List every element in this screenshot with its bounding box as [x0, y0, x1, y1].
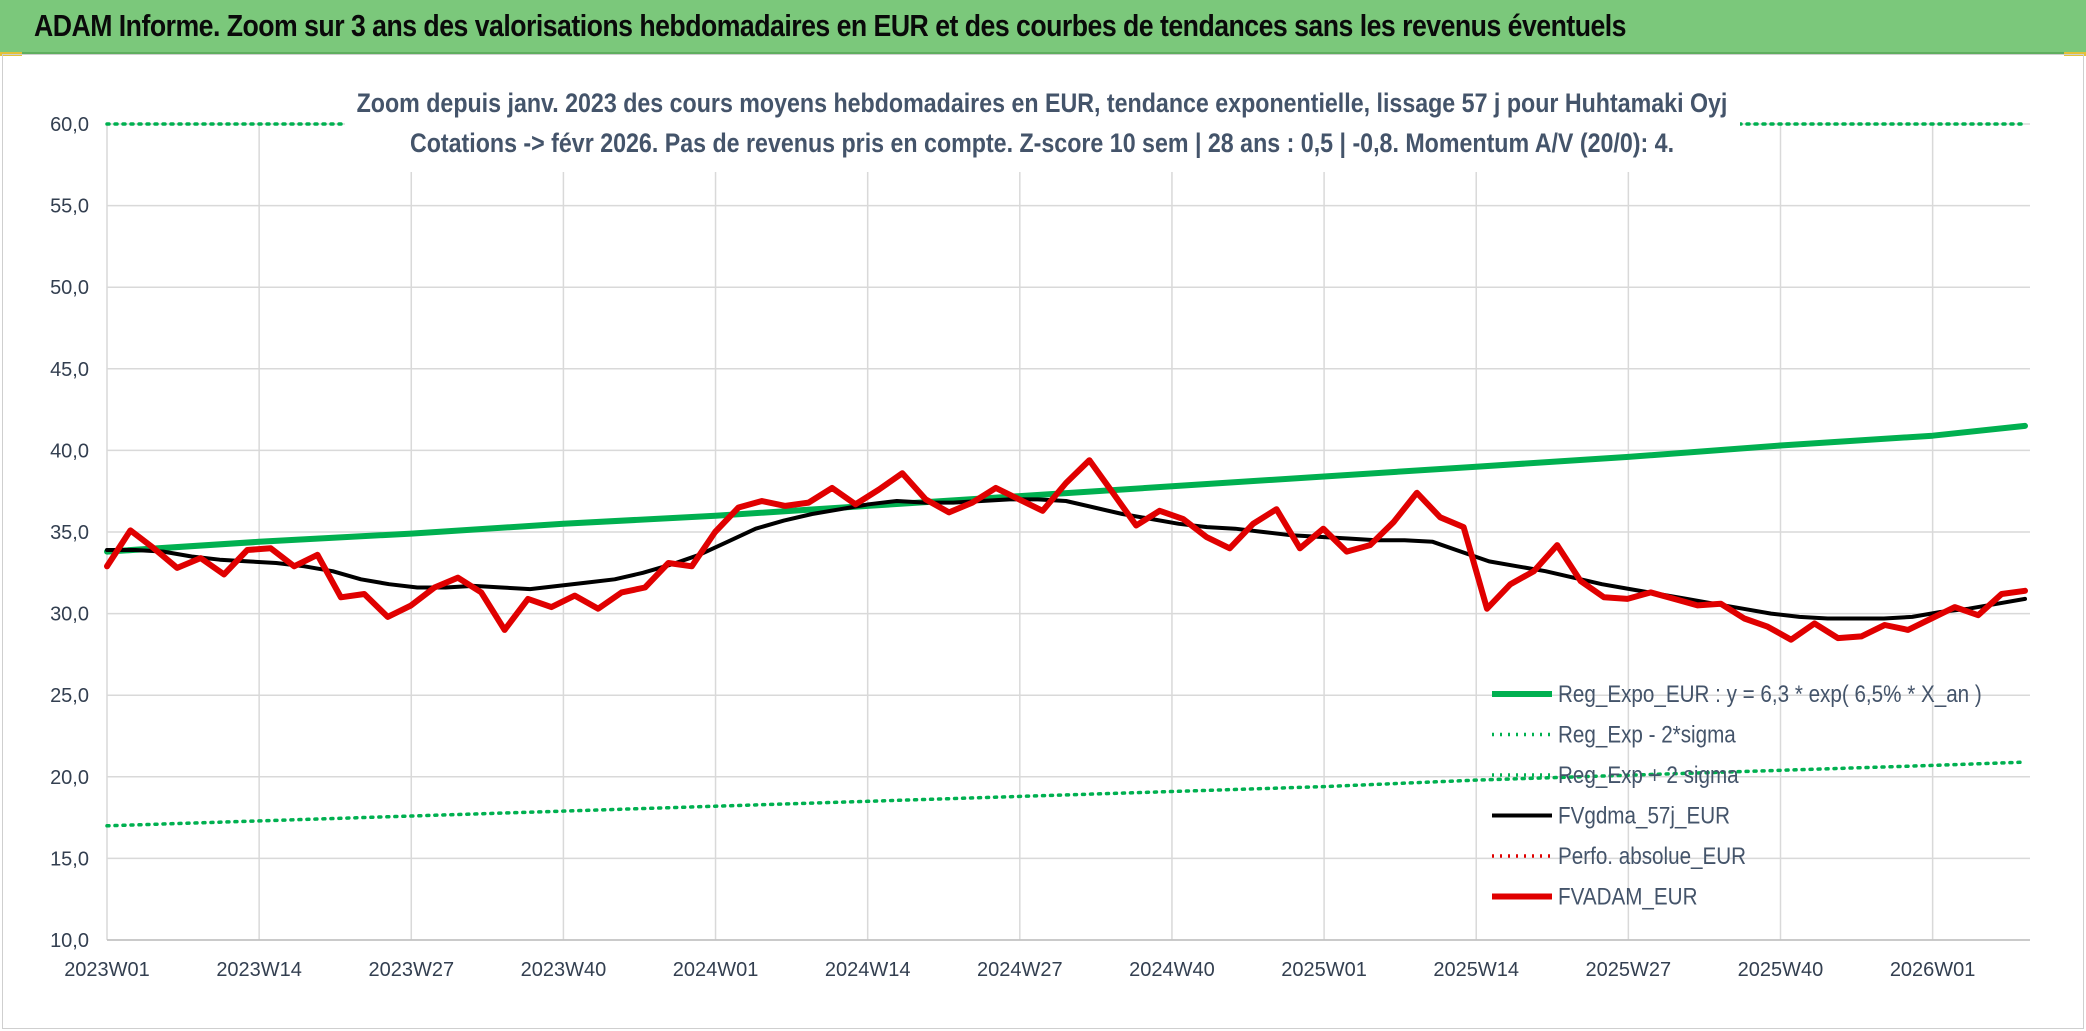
chart-subtitle: Cotations -> févr 2026. Pas de revenus p… [410, 128, 1674, 158]
x-tick-label: 2025W27 [1586, 959, 1672, 981]
y-tick-label: 10,0 [50, 930, 89, 952]
axes: 10,0 15,0 20,0 25,0 30,0 35,0 40,0 45,0 50,0 55,0… [50, 114, 2030, 981]
legend-label: Reg_Exp + 2 sigma [1558, 762, 1739, 789]
x-tick-label: 2024W27 [977, 959, 1063, 981]
legend-label: FVADAM_EUR [1558, 883, 1697, 910]
x-tick-label: 2024W40 [1129, 959, 1215, 981]
y-tick-label: 20,0 [50, 767, 89, 789]
legend-label: FVgdma_57j_EUR [1558, 802, 1730, 829]
legend-label: Perfo. absolue_EUR [1558, 843, 1746, 870]
x-tick-label: 2023W14 [216, 959, 302, 981]
legend-label: Reg_Expo_EUR : y = 6,3 * exp( 6,5% * X_a… [1558, 681, 1982, 708]
series-line-0 [104, 422, 2028, 555]
series [104, 122, 2028, 828]
chart-title: Zoom depuis janv. 2023 des cours moyens … [357, 88, 1728, 118]
y-tick-label: 60,0 [50, 114, 89, 136]
x-tick-label: 2024W14 [825, 959, 911, 981]
title-backdrop [345, 76, 1740, 172]
y-tick-label: 30,0 [50, 604, 89, 626]
y-tick-label: 45,0 [50, 359, 89, 381]
x-tick-label: 2023W27 [368, 959, 454, 981]
x-tick-label: 2026W01 [1890, 959, 1976, 981]
x-tick-label: 2024W01 [673, 959, 759, 981]
report-banner: ADAM Informe. Zoom sur 3 ans des valoris… [0, 0, 2086, 54]
legend-label: Reg_Exp - 2*sigma [1558, 721, 1736, 748]
series-line-5 [104, 457, 2028, 643]
y-tick-label: 25,0 [50, 685, 89, 707]
x-tick-label: 2023W40 [521, 959, 607, 981]
x-tick-label: 2025W01 [1281, 959, 1367, 981]
y-tick-label: 55,0 [50, 196, 89, 218]
x-tick-label: 2023W01 [64, 959, 150, 981]
y-tick-label: 40,0 [50, 440, 89, 462]
x-tick-label: 2025W14 [1433, 959, 1519, 981]
legend: Reg_Expo_EUR : y = 6,3 * exp( 6,5% * X_a… [1492, 681, 1982, 910]
chart-border [2, 54, 2084, 1029]
series-line-3 [105, 497, 2027, 621]
report-title: ADAM Informe. Zoom sur 3 ans des valoris… [34, 8, 1627, 43]
x-tick-label: 2025W40 [1738, 959, 1824, 981]
y-tick-label: 50,0 [50, 277, 89, 299]
y-tick-label: 15,0 [50, 848, 89, 870]
series-line-1 [105, 760, 2027, 828]
y-tick-label: 35,0 [50, 522, 89, 544]
